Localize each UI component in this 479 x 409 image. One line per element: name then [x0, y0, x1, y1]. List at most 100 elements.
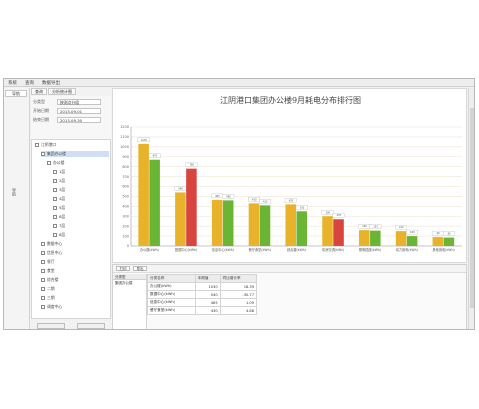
- table-cell: 1.09: [219, 298, 258, 307]
- start-date-field[interactable]: 2013-09-01: [57, 107, 101, 114]
- y-tick-label: 1000: [120, 145, 129, 149]
- data-label: 270: [337, 214, 342, 217]
- tree-checkbox[interactable]: [53, 206, 57, 210]
- data-label: 780: [189, 164, 194, 167]
- tree-node[interactable]: 2层: [53, 178, 109, 184]
- table-row[interactable]: 办公楼(kWh) 1030 18.39: [147, 282, 258, 291]
- bar-series1: [259, 205, 271, 246]
- x-tick-label: 照明插座(kWh): [359, 247, 381, 252]
- tree-node[interactable]: 4层: [53, 196, 109, 202]
- y-tick-label: 1200: [120, 125, 129, 129]
- tree-checkbox[interactable]: [35, 143, 39, 147]
- tree-node[interactable]: 1层: [53, 169, 109, 175]
- tree-checkbox[interactable]: [41, 296, 45, 300]
- tree-checkbox[interactable]: [53, 179, 57, 183]
- y-tick-label: 800: [122, 165, 129, 169]
- site-tree: 江阴港口集团办公楼办公楼 1层 2层 3层 4层 5层 6层 7层 8层数据中心信息中心餐厅食堂…: [31, 139, 111, 319]
- data-label: 410: [263, 200, 268, 203]
- table-cell: 4.88: [219, 306, 258, 315]
- bar-series0: [432, 237, 444, 246]
- tree-checkbox[interactable]: [53, 197, 57, 201]
- tree-checkbox[interactable]: [41, 305, 45, 309]
- tree-node[interactable]: 8层: [53, 232, 109, 238]
- bar-series1: [370, 230, 381, 246]
- tree-checkbox[interactable]: [53, 215, 57, 219]
- tree-checkbox[interactable]: [47, 161, 51, 165]
- tree-node[interactable]: 7层: [53, 223, 109, 229]
- tree-checkbox[interactable]: [41, 269, 45, 273]
- data-label-box: [406, 229, 419, 235]
- scrollbar-thumb[interactable]: [470, 108, 474, 308]
- tree-checkbox[interactable]: [41, 278, 45, 282]
- tree-checkbox[interactable]: [41, 260, 45, 264]
- vertical-scrollbar[interactable]: [468, 88, 474, 329]
- bar-chart: 江阴港口集团办公楼9月耗电分布排行图 0 100 200 300 400 500 600 700…: [120, 95, 462, 252]
- tree-checkbox[interactable]: [41, 152, 45, 156]
- y-tick-label: 1100: [120, 135, 129, 139]
- category-type-select[interactable]: 按测点分组: [57, 98, 101, 105]
- tree-checkbox[interactable]: [53, 224, 57, 228]
- chart-title: 江阴港口集团办公楼9月耗电分布排行图: [220, 95, 361, 105]
- menu-item-query[interactable]: 查询: [25, 80, 34, 86]
- tree-node-label: 集团办公楼: [47, 151, 66, 156]
- table-row[interactable]: 数据中心(kWh) 540 -30.77: [147, 290, 258, 299]
- table-header[interactable]: 分类名称: [147, 274, 196, 283]
- tree-node[interactable]: 6层: [53, 214, 109, 220]
- tree-node[interactable]: 餐厅: [41, 259, 109, 265]
- tree-checkbox[interactable]: [41, 251, 45, 255]
- table-row[interactable]: 餐厅食堂(kWh) 430 4.88: [147, 306, 258, 315]
- tree-node[interactable]: 信息中心: [41, 250, 109, 256]
- tab-analysis-chart[interactable]: 分析统计图: [48, 88, 76, 95]
- tree-node[interactable]: 食堂: [41, 268, 109, 274]
- x-tick-label: 餐厅食堂(kWh): [249, 247, 271, 252]
- left-vertical-label[interactable]: 导航: [12, 188, 17, 196]
- table-header-row: 分类名称 本期值 同比增长率: [147, 274, 258, 283]
- left-dock-tab[interactable]: 导航: [5, 90, 27, 97]
- menu-item-system[interactable]: 系统: [8, 80, 17, 86]
- menu-bar: 系统 查询 数据导出: [4, 79, 474, 87]
- data-label: 420: [289, 199, 294, 202]
- tree-checkbox[interactable]: [41, 287, 45, 291]
- tree-checkbox[interactable]: [53, 170, 57, 174]
- reset-button[interactable]: [77, 323, 105, 329]
- table-header[interactable]: 本期值: [194, 274, 221, 283]
- tree-node[interactable]: 江阴港口: [35, 142, 109, 148]
- tree-node[interactable]: 办公楼: [47, 160, 109, 166]
- print-button[interactable]: 打印: [116, 266, 130, 271]
- end-date-field[interactable]: 2013-09-30: [57, 116, 101, 123]
- tree-node[interactable]: 二期: [41, 286, 109, 292]
- table-cell: 餐厅食堂(kWh): [147, 306, 196, 315]
- tree-node[interactable]: 集团办公楼: [41, 151, 109, 157]
- table-header[interactable]: 同比增长率: [219, 274, 258, 283]
- tree-checkbox[interactable]: [53, 188, 57, 192]
- tree-node[interactable]: 三期: [41, 295, 109, 301]
- tree-node[interactable]: 3层: [53, 187, 109, 193]
- tree-checkbox[interactable]: [53, 233, 57, 237]
- data-panel: 打印 导出 分类型 集团办公楼 分类名称 本期值 同比增长率 办公楼(kWh) 1…: [112, 264, 467, 329]
- data-label: 870: [153, 155, 158, 158]
- tree-node[interactable]: 5层: [53, 205, 109, 211]
- group-grid-row[interactable]: 集团办公楼: [115, 281, 133, 285]
- bar-series0: [138, 143, 149, 246]
- tree-node-label: 数据中心: [47, 241, 63, 246]
- y-tick-label: 300: [122, 214, 129, 218]
- table-cell: 办公楼(kWh): [147, 282, 196, 291]
- filter-label: 分类型: [33, 98, 45, 104]
- filter-row-end: 结束日期 2013-09-30: [33, 116, 101, 123]
- query-button[interactable]: [37, 323, 65, 329]
- tab-query[interactable]: 查询: [31, 88, 47, 95]
- bar-series0: [248, 203, 260, 246]
- tree-node[interactable]: 综合楼: [41, 277, 109, 283]
- filter-panel: 分类型 按测点分组 开始日期 2013-09-01 结束日期 2013-09-3…: [31, 96, 111, 141]
- table-row[interactable]: 信息中心(kWh) 465 1.09: [147, 298, 258, 307]
- tree-node-label: 调度中心: [47, 304, 63, 309]
- data-label: 160: [362, 225, 367, 228]
- filter-label: 开始日期: [33, 107, 49, 113]
- export-button[interactable]: 导出: [133, 266, 147, 271]
- tree-node-label: 二期: [47, 286, 55, 291]
- menu-item-export[interactable]: 数据导出: [42, 80, 60, 86]
- tree-checkbox[interactable]: [41, 242, 45, 246]
- x-tick-label: 其他用电(kWh): [432, 247, 454, 252]
- tree-node[interactable]: 调度中心: [41, 304, 109, 310]
- tree-node[interactable]: 数据中心: [41, 241, 109, 247]
